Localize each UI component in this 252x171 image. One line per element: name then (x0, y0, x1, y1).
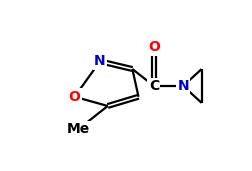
Text: O: O (147, 41, 159, 55)
Text: N: N (94, 54, 105, 68)
Text: Me: Me (67, 122, 90, 136)
Text: C: C (148, 79, 159, 93)
Text: N: N (177, 79, 188, 93)
Text: O: O (68, 90, 80, 104)
